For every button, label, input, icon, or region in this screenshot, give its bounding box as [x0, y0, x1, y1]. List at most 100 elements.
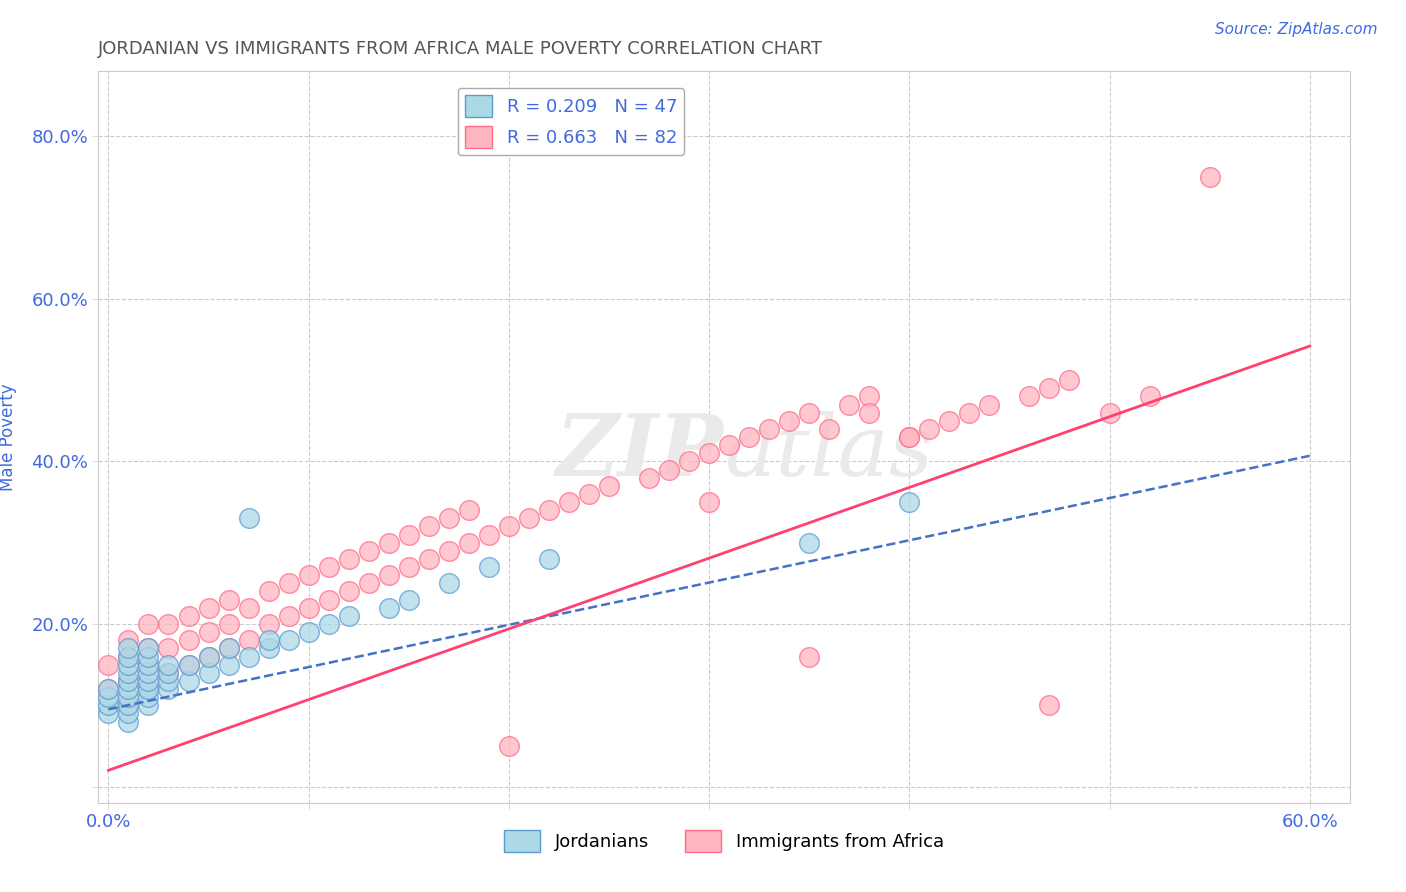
- Point: [117, 649, 139, 664]
- Point: [97, 681, 120, 696]
- Point: [117, 633, 139, 648]
- Point: [858, 406, 880, 420]
- Point: [418, 519, 440, 533]
- Point: [197, 600, 219, 615]
- Text: JORDANIAN VS IMMIGRANTS FROM AFRICA MALE POVERTY CORRELATION CHART: JORDANIAN VS IMMIGRANTS FROM AFRICA MALE…: [98, 40, 824, 58]
- Point: [117, 714, 139, 729]
- Point: [658, 462, 681, 476]
- Point: [117, 690, 139, 705]
- Point: [437, 544, 460, 558]
- Point: [558, 495, 581, 509]
- Point: [298, 568, 321, 582]
- Point: [138, 681, 160, 696]
- Point: [1059, 373, 1081, 387]
- Point: [1198, 169, 1220, 184]
- Point: [257, 617, 280, 632]
- Point: [97, 698, 120, 713]
- Text: atlas: atlas: [724, 410, 934, 493]
- Point: [138, 657, 160, 672]
- Point: [498, 519, 520, 533]
- Point: [277, 633, 299, 648]
- Point: [298, 600, 321, 615]
- Point: [357, 576, 380, 591]
- Point: [697, 495, 720, 509]
- Point: [117, 698, 139, 713]
- Point: [337, 584, 360, 599]
- Point: [117, 673, 139, 688]
- Point: [138, 673, 160, 688]
- Point: [498, 739, 520, 753]
- Point: [97, 657, 120, 672]
- Point: [257, 633, 280, 648]
- Point: [938, 414, 960, 428]
- Point: [138, 641, 160, 656]
- Point: [838, 398, 860, 412]
- Point: [758, 422, 780, 436]
- Point: [197, 625, 219, 640]
- Point: [898, 430, 921, 444]
- Point: [1098, 406, 1121, 420]
- Point: [377, 535, 399, 549]
- Point: [298, 625, 321, 640]
- Text: ZIP: ZIP: [557, 410, 724, 493]
- Point: [979, 398, 1001, 412]
- Point: [357, 544, 380, 558]
- Point: [799, 406, 821, 420]
- Point: [197, 665, 219, 680]
- Point: [97, 690, 120, 705]
- Point: [177, 608, 200, 623]
- Point: [97, 681, 120, 696]
- Point: [898, 495, 921, 509]
- Point: [238, 633, 260, 648]
- Point: [377, 568, 399, 582]
- Point: [517, 511, 540, 525]
- Point: [1018, 389, 1040, 403]
- Point: [117, 641, 139, 656]
- Point: [138, 641, 160, 656]
- Point: [1038, 698, 1060, 713]
- Point: [957, 406, 980, 420]
- Point: [398, 527, 420, 541]
- Point: [138, 649, 160, 664]
- Point: [177, 657, 200, 672]
- Point: [578, 487, 600, 501]
- Point: [117, 673, 139, 688]
- Point: [117, 698, 139, 713]
- Point: [117, 665, 139, 680]
- Point: [117, 681, 139, 696]
- Point: [537, 552, 560, 566]
- Point: [157, 673, 180, 688]
- Point: [678, 454, 700, 468]
- Point: [718, 438, 741, 452]
- Legend: Jordanians, Immigrants from Africa: Jordanians, Immigrants from Africa: [498, 823, 950, 860]
- Point: [778, 414, 800, 428]
- Y-axis label: Male Poverty: Male Poverty: [0, 384, 17, 491]
- Point: [177, 657, 200, 672]
- Point: [117, 657, 139, 672]
- Point: [337, 608, 360, 623]
- Point: [157, 657, 180, 672]
- Point: [138, 690, 160, 705]
- Point: [238, 600, 260, 615]
- Point: [157, 641, 180, 656]
- Point: [1038, 381, 1060, 395]
- Point: [478, 527, 501, 541]
- Point: [218, 657, 240, 672]
- Point: [377, 600, 399, 615]
- Point: [257, 641, 280, 656]
- Point: [437, 576, 460, 591]
- Point: [177, 673, 200, 688]
- Point: [318, 617, 340, 632]
- Point: [598, 479, 620, 493]
- Point: [697, 446, 720, 460]
- Text: Source: ZipAtlas.com: Source: ZipAtlas.com: [1215, 22, 1378, 37]
- Point: [818, 422, 841, 436]
- Point: [197, 649, 219, 664]
- Point: [318, 560, 340, 574]
- Point: [337, 552, 360, 566]
- Point: [418, 552, 440, 566]
- Point: [138, 617, 160, 632]
- Point: [157, 665, 180, 680]
- Point: [1139, 389, 1161, 403]
- Point: [238, 649, 260, 664]
